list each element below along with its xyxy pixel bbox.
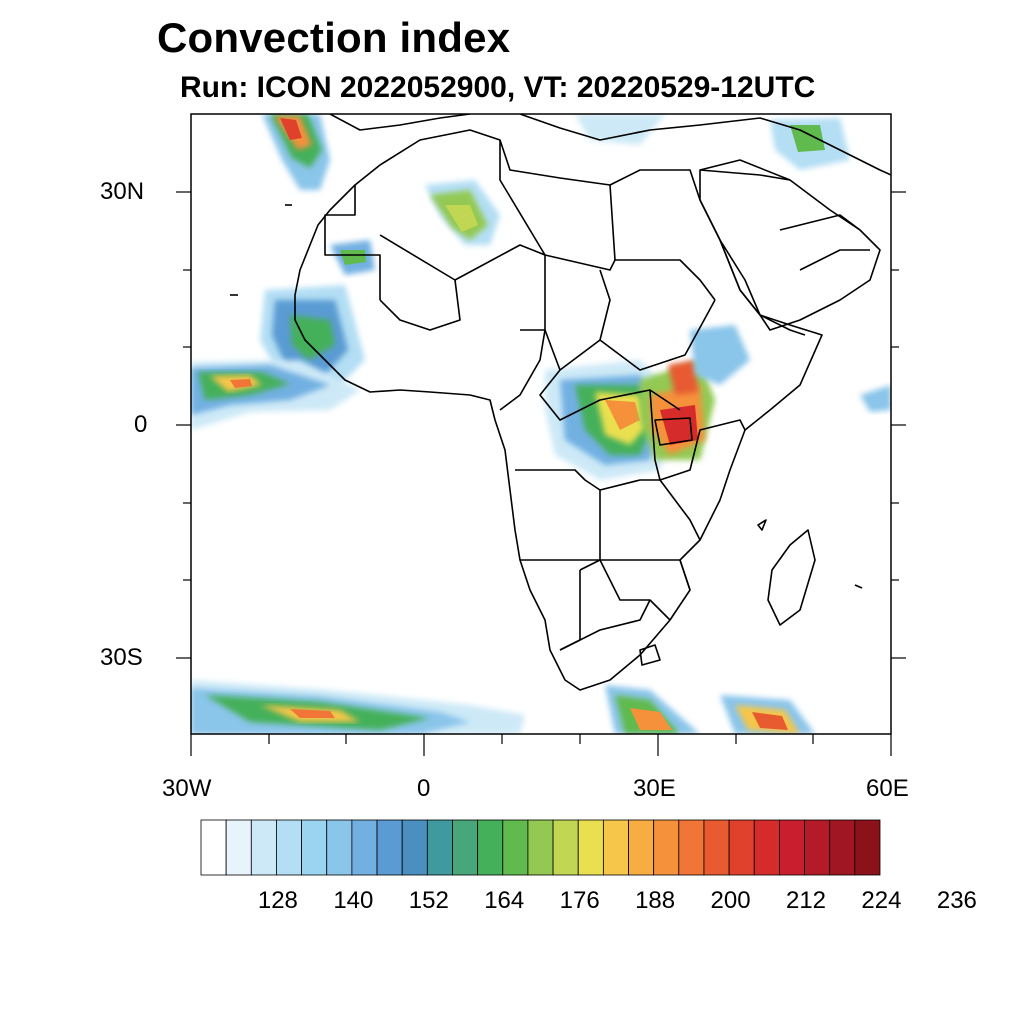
colorbar-tick-label: 128 [257, 887, 298, 914]
colorbar-tick-label: 200 [710, 887, 751, 914]
colorbar-swatch [854, 819, 881, 876]
colorbar-swatch [326, 819, 353, 876]
colorbar-swatch [753, 819, 780, 876]
colorbar-swatch [552, 819, 579, 876]
colorbar-swatch [628, 819, 655, 876]
colorbar-swatch [200, 819, 227, 876]
colorbar-swatch [602, 819, 629, 876]
colorbar-tick-label: 176 [559, 887, 600, 914]
lon-label-0: 0 [417, 775, 431, 802]
colorbar-swatch [477, 819, 504, 876]
colorbar [200, 819, 881, 876]
colorbar-tick-label: 188 [635, 887, 676, 914]
lon-label-60e: 60E [866, 775, 909, 802]
map-title: Convection index [157, 14, 511, 61]
colorbar-swatch [426, 819, 453, 876]
colorbar-swatch [276, 819, 302, 876]
lat-label-30n: 30N [100, 178, 145, 205]
colorbar-tick-label: 164 [484, 887, 525, 914]
colorbar-swatch [577, 819, 604, 876]
colorbar-tick-label: 140 [333, 887, 374, 914]
colorbar-tick-label: 212 [785, 887, 827, 914]
colorbar-swatch [452, 819, 479, 876]
axis-ticks [176, 191, 906, 756]
colorbar-swatch [703, 819, 730, 876]
colorbar-swatch [779, 819, 805, 876]
colorbar-swatch [250, 819, 277, 876]
lon-label-30e: 30E [633, 775, 676, 802]
colorbar-swatch [527, 819, 554, 876]
colorbar-swatch [351, 819, 378, 876]
colorbar-swatch [653, 819, 680, 876]
colorbar-swatch [502, 819, 529, 876]
colorbar-swatch [301, 819, 328, 876]
colorbar-swatch [804, 819, 831, 876]
convection-field [191, 114, 891, 734]
colorbar-swatch [376, 819, 403, 876]
lon-label-30w: 30W [162, 775, 212, 802]
colorbar-tick-label: 224 [861, 887, 902, 914]
coastlines [230, 114, 891, 691]
lat-label-0: 0 [134, 411, 148, 438]
colorbar-tick-label: 236 [936, 887, 977, 914]
colorbar-swatch [401, 819, 428, 876]
colorbar-swatch [678, 819, 705, 876]
map-frame [190, 113, 892, 735]
colorbar-swatch [728, 819, 755, 876]
lat-label-30s: 30S [100, 644, 143, 671]
colorbar-tick-label: 152 [408, 887, 449, 914]
colorbar-swatch [829, 819, 856, 876]
map-subtitle: Run: ICON 2022052900, VT: 20220529-12UTC [180, 71, 816, 104]
colorbar-swatch [225, 819, 252, 876]
